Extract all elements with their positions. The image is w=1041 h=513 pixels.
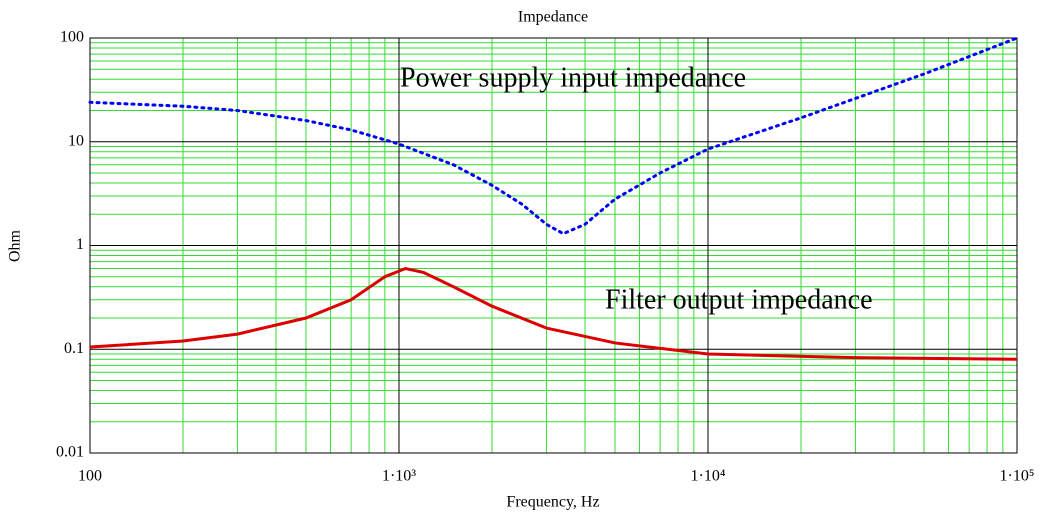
x-axis-label: Frequency, Hz <box>506 494 599 511</box>
x-tick-label: 1·10³ <box>382 468 416 485</box>
y-tick-label: 1 <box>76 236 84 253</box>
plot-frame <box>89 37 1018 454</box>
series-line <box>89 266 1018 361</box>
y-axis-label: Ohm <box>7 229 24 262</box>
annotation: Power supply input impedance <box>400 62 746 93</box>
x-tick-label: 1·10⁵ <box>1000 468 1035 485</box>
y-tick-label: 0.1 <box>64 340 84 357</box>
y-tick-label: 100 <box>60 29 84 46</box>
chart-title: Impedance <box>518 9 588 26</box>
series-line <box>88 36 1019 236</box>
x-tick-label: 1·10⁴ <box>691 468 726 485</box>
annotation: Filter output impedance <box>605 284 873 315</box>
y-tick-label: 10 <box>68 132 84 149</box>
y-tick-label: 0.01 <box>56 444 84 461</box>
x-tick-label: 100 <box>78 468 102 485</box>
